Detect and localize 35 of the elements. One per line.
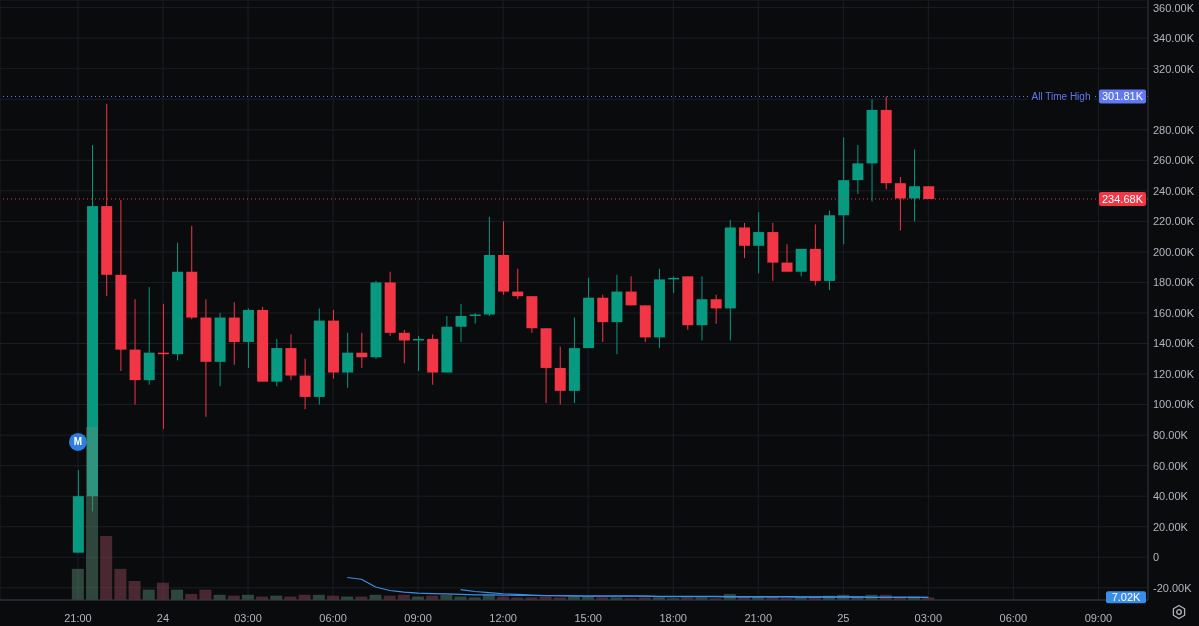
y-tick-label: 360.00K [1153, 1, 1195, 14]
y-tick-label: 180.00K [1153, 276, 1195, 289]
x-tick-label: 03:00 [234, 611, 262, 624]
x-tick-label: 06:00 [319, 611, 347, 624]
y-tick-label: 0 [1153, 551, 1160, 564]
x-tick-label: 24 [156, 611, 170, 624]
ref-line-label: All Time High [1031, 90, 1091, 102]
y-tick-label: 140.00K [1153, 337, 1195, 350]
x-tick-label: 25 [837, 611, 850, 624]
x-tick-label: 06:00 [999, 611, 1028, 624]
y-tick-label: 260.00K [1153, 154, 1195, 167]
x-tick-label: 03:00 [914, 611, 943, 624]
y-tick-label: 60.00K [1153, 459, 1189, 472]
x-tick-label: 18:00 [659, 611, 687, 624]
annotation: 7.02K [1111, 591, 1142, 604]
x-tick-label: 21:00 [64, 611, 92, 624]
y-tick-label: 220.00K [1153, 215, 1195, 228]
x-tick-label: 09:00 [1084, 611, 1113, 624]
x-tick-label: 15:00 [574, 611, 602, 624]
y-tick-label: 340.00K [1153, 32, 1195, 45]
y-tick-label: 120.00K [1153, 367, 1195, 380]
y-tick-label: 40.00K [1153, 490, 1189, 503]
y-tick-label: 100.00K [1153, 398, 1195, 411]
y-tick-label: 200.00K [1153, 245, 1195, 258]
y-tick-label: 320.00K [1153, 62, 1195, 75]
x-tick-label: 09:00 [404, 611, 432, 624]
y-tick-label: 240.00K [1153, 184, 1195, 197]
y-tick-label: 280.00K [1153, 123, 1195, 136]
annotation: M [73, 436, 83, 448]
y-tick-label: 80.00K [1153, 429, 1189, 442]
y-tick-label: 20.00K [1153, 520, 1189, 533]
y-tick-label: -20.00K [1153, 581, 1193, 594]
y-tick-label: 160.00K [1153, 306, 1195, 319]
x-tick-label: 12:00 [489, 611, 517, 624]
x-tick-label: 21:00 [744, 611, 773, 624]
